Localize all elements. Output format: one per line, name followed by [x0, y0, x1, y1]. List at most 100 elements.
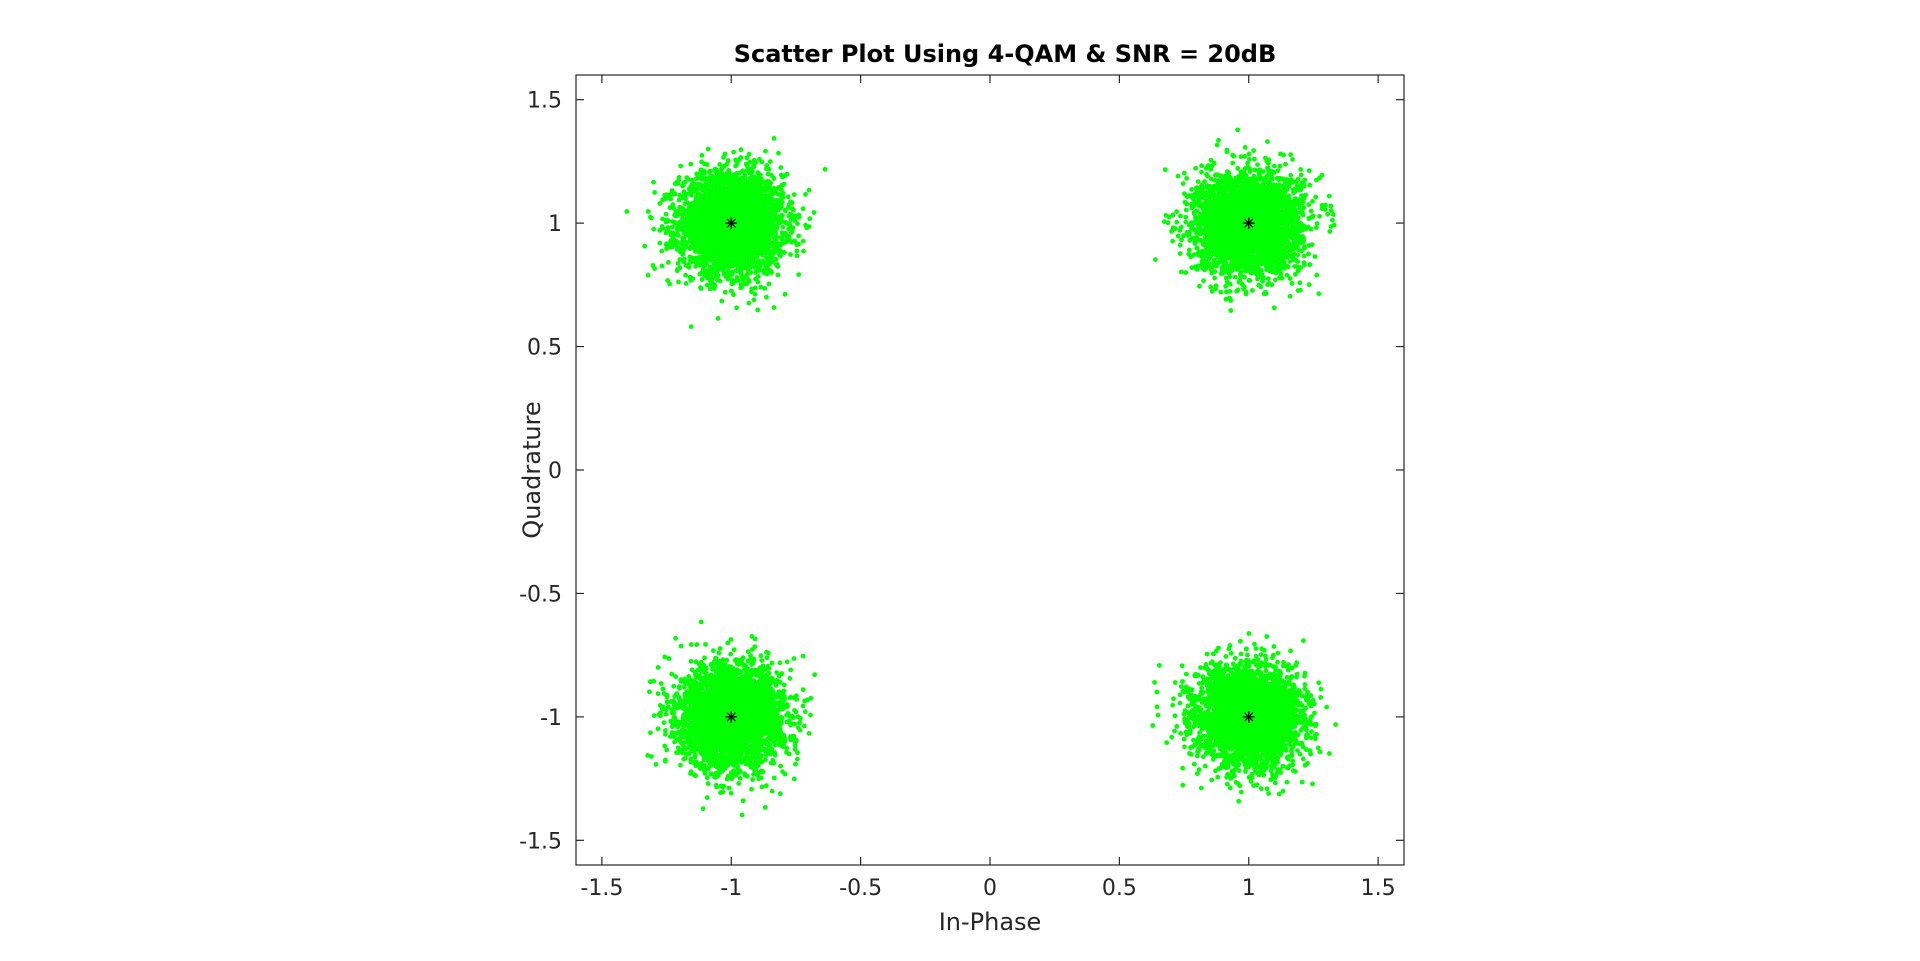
- received-point: [1312, 254, 1318, 259]
- received-point: [664, 246, 669, 252]
- received-point: [740, 168, 746, 174]
- received-point: [1213, 283, 1219, 289]
- received-point: [790, 216, 796, 222]
- received-point: [701, 251, 707, 257]
- received-point: [657, 240, 663, 246]
- received-point: [738, 270, 744, 276]
- received-point: [703, 181, 709, 187]
- received-point: [695, 202, 701, 208]
- received-point: [727, 204, 733, 210]
- received-point: [696, 241, 702, 247]
- received-point: [751, 181, 757, 186]
- received-point: [773, 262, 779, 267]
- received-point: [740, 258, 745, 263]
- received-point: [1178, 269, 1184, 275]
- received-point: [642, 243, 648, 249]
- received-point: [765, 241, 771, 247]
- received-point: [794, 248, 800, 254]
- received-point: [756, 237, 762, 243]
- received-point: [722, 249, 727, 254]
- received-point: [707, 286, 713, 292]
- received-point: [665, 228, 670, 234]
- received-point: [694, 176, 699, 182]
- received-point: [760, 193, 766, 199]
- received-point: [1211, 263, 1217, 268]
- received-point: [695, 192, 701, 198]
- received-point: [668, 244, 674, 250]
- received-point: [1181, 170, 1187, 176]
- received-point: [667, 205, 673, 211]
- received-point: [1251, 156, 1257, 162]
- received-point: [750, 242, 756, 248]
- received-point: [778, 235, 784, 240]
- received-point: [710, 232, 716, 238]
- received-point: [746, 300, 752, 306]
- received-point: [719, 166, 724, 172]
- received-point: [1308, 208, 1314, 214]
- received-point: [1199, 169, 1204, 175]
- received-point: [697, 182, 703, 188]
- received-point: [707, 237, 712, 242]
- received-point: [694, 262, 700, 268]
- received-point: [796, 233, 801, 239]
- received-point: [733, 163, 738, 169]
- received-point: [750, 218, 756, 224]
- received-point: [737, 211, 743, 217]
- received-point: [716, 222, 722, 227]
- received-point: [778, 205, 783, 211]
- received-point: [699, 230, 705, 236]
- received-point: [692, 181, 697, 187]
- received-point: [680, 243, 686, 249]
- received-point: [796, 214, 802, 220]
- received-point: [721, 230, 727, 236]
- received-point: [740, 194, 746, 200]
- received-point: [742, 185, 748, 191]
- received-point: [727, 196, 732, 201]
- received-point: [676, 226, 682, 232]
- received-point: [699, 209, 705, 215]
- received-point: [769, 172, 774, 178]
- received-point: [663, 211, 669, 217]
- received-point: [729, 269, 735, 275]
- received-symbols: [624, 127, 1338, 818]
- received-point: [699, 260, 705, 265]
- received-point: [758, 284, 764, 290]
- received-point: [822, 166, 828, 172]
- received-point: [669, 188, 675, 193]
- received-point: [757, 242, 762, 248]
- received-point: [791, 192, 797, 198]
- received-point: [1175, 233, 1181, 239]
- received-point: [767, 255, 773, 261]
- received-point: [749, 208, 755, 214]
- received-point: [651, 226, 657, 232]
- received-point: [731, 149, 736, 155]
- received-point: [734, 253, 740, 259]
- received-point: [1212, 275, 1217, 281]
- received-point: [734, 261, 739, 266]
- received-point: [688, 161, 694, 167]
- received-point: [715, 191, 720, 197]
- received-point: [676, 233, 681, 238]
- received-point: [748, 270, 754, 275]
- received-point: [707, 227, 713, 233]
- received-point: [724, 161, 730, 167]
- received-point: [721, 196, 726, 201]
- received-point: [674, 210, 680, 216]
- received-point: [624, 209, 630, 214]
- received-point: [721, 202, 727, 208]
- received-point: [690, 276, 696, 281]
- symbol-cluster: [624, 136, 828, 330]
- received-point: [788, 199, 793, 205]
- received-point: [800, 238, 806, 244]
- received-point: [728, 260, 734, 266]
- received-point: [705, 146, 711, 152]
- received-point: [705, 245, 711, 251]
- received-point: [806, 187, 812, 193]
- received-point: [754, 226, 760, 232]
- received-point: [688, 324, 694, 330]
- received-point: [745, 249, 751, 255]
- received-point: [772, 187, 777, 193]
- received-point: [746, 193, 751, 199]
- received-point: [707, 195, 713, 200]
- received-point: [778, 165, 784, 171]
